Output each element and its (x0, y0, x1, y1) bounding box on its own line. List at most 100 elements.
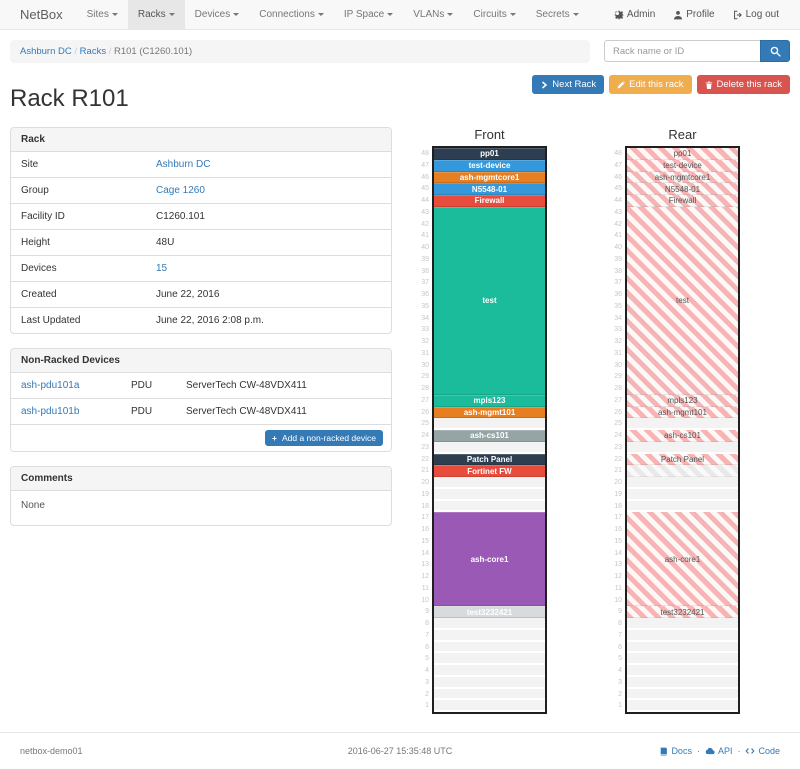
rack-unit-number: 15 (614, 537, 622, 545)
rack-device[interactable]: mpls123 (627, 394, 738, 407)
facility-id-value: C1260.101 (156, 211, 205, 222)
non-racked-device-row: ash-pdu101b PDU ServerTech CW-48VDX411 (11, 399, 391, 425)
rack-unit-number: 25 (614, 420, 622, 428)
rack-search-button[interactable] (760, 40, 790, 62)
rack-empty-slot (434, 618, 545, 630)
breadcrumb-site-link[interactable]: Ashburn DC (20, 46, 72, 57)
page-title: Rack R101 (10, 85, 129, 112)
api-link[interactable]: API (705, 746, 732, 756)
rack-unit-number: 32 (614, 338, 622, 345)
nav-item-secrets[interactable]: Secrets (526, 0, 589, 29)
rack-device[interactable]: ash-mgmt101 (434, 406, 545, 419)
nav-item-sites[interactable]: Sites (77, 0, 128, 29)
delete-rack-button[interactable]: Delete this rack (696, 75, 790, 94)
rack-empty-slot (627, 641, 738, 654)
rack-empty-slot (434, 418, 545, 430)
rack-unit-number: 25 (421, 420, 429, 428)
rack-unit-number: 27 (614, 396, 622, 404)
nav-item-admin[interactable]: Admin (605, 0, 664, 29)
breadcrumb-separator (72, 46, 80, 57)
device-link[interactable]: ash-pdu101b (21, 406, 80, 417)
rack-search-input[interactable] (604, 40, 760, 62)
devices-count-link[interactable]: 15 (156, 263, 168, 274)
rack-panel-title: Rack (11, 128, 391, 152)
rack-unit-number: 14 (421, 549, 429, 557)
rack-device[interactable]: ash-core1 (627, 512, 738, 607)
next-rack-button[interactable]: Next Rack (532, 75, 605, 94)
rack-unit-number: 23 (614, 443, 622, 451)
rack-unit-number: 46 (421, 173, 429, 181)
search-icon (770, 46, 781, 57)
rack-empty-slot (434, 676, 545, 689)
rack-device[interactable]: Firewall (627, 195, 738, 207)
nav-item-profile[interactable]: Profile (664, 0, 723, 29)
chevron-down-icon (572, 12, 579, 16)
rack-unit-number: 35 (614, 302, 622, 310)
nav-item-devices[interactable]: Devices (185, 0, 250, 29)
nav-item-ip-space[interactable]: IP Space (334, 0, 403, 29)
chevron-right-icon (540, 80, 548, 89)
add-non-racked-device-button[interactable]: Add a non-racked device (265, 430, 383, 446)
brand[interactable]: NetBox (20, 7, 63, 22)
rack-device[interactable]: test (434, 206, 545, 395)
rack-device[interactable]: Firewall (434, 195, 545, 207)
rack-device[interactable]: Fortinet FW (434, 465, 545, 477)
rack-unit-number: 17 (614, 514, 622, 522)
nav-item-racks[interactable]: Racks (127, 0, 185, 29)
rack-device[interactable]: test-device (627, 159, 738, 172)
rack-device[interactable]: ash-cs101 (627, 430, 738, 442)
group-link[interactable]: Cage 1260 (156, 185, 205, 196)
rack-unit-number: 2 (618, 690, 622, 698)
device-link[interactable]: ash-pdu101a (21, 380, 80, 391)
rack-unit-number: 10 (614, 596, 622, 604)
breadcrumb-racks-link[interactable]: Racks (79, 46, 107, 57)
rack-device[interactable]: ash-mgmtcore1 (434, 171, 545, 184)
breadcrumb: Ashburn DC Racks R101 (C1260.101) (10, 40, 590, 63)
attr-row-created: Created June 22, 2016 (11, 282, 391, 308)
non-racked-device-row: ash-pdu101a PDU ServerTech CW-48VDX411 (11, 373, 391, 399)
rack-unit-number: 4 (425, 667, 429, 674)
rack-device[interactable]: mpls123 (434, 394, 545, 407)
docs-link[interactable]: Docs (659, 746, 692, 756)
site-link[interactable]: Ashburn DC (156, 159, 211, 170)
rack-device[interactable]: Patch Panel (627, 453, 738, 466)
rack-unit-number: 19 (614, 490, 622, 498)
rack-device[interactable]: ash-cs101 (434, 430, 545, 442)
rack-unit-number: 46 (614, 173, 622, 181)
rack-device[interactable]: Patch Panel (434, 453, 545, 466)
nav-item-vlans[interactable]: VLANs (403, 0, 463, 29)
rack-device[interactable]: test3232421 (434, 606, 545, 618)
chevron-down-icon (168, 12, 175, 16)
footer: netbox-demo01 2016-06-27 15:35:48 UTC Do… (0, 732, 800, 769)
rack-actions: Next Rack Edit this rack Delete this rac… (532, 75, 790, 94)
rack-device[interactable]: test3232421 (627, 606, 738, 618)
rack-device[interactable]: N5548-01 (627, 183, 738, 195)
nav-item-connections[interactable]: Connections (249, 0, 334, 29)
rack-unit-number: 12 (421, 573, 429, 580)
main-content: Rack Site Ashburn DC Group Cage 1260 Fac… (10, 127, 790, 714)
rack-unit-number: 30 (421, 361, 429, 369)
rack-empty-slot (627, 488, 738, 501)
rack-unit-number: 1 (425, 702, 429, 710)
rack-unit-number: 39 (421, 255, 429, 263)
edit-rack-button[interactable]: Edit this rack (609, 75, 692, 94)
user-icon (673, 10, 683, 20)
chevron-down-icon (387, 12, 394, 16)
rack-device[interactable]: pp01 (434, 148, 545, 160)
rack-unit-number: 47 (614, 161, 622, 169)
footer-hostname: netbox-demo01 (20, 746, 83, 756)
rack-unit-number: 19 (421, 490, 429, 498)
rack-unit-number: 20 (614, 479, 622, 486)
rack-device[interactable]: ash-mgmtcore1 (627, 171, 738, 184)
nav-item-circuits[interactable]: Circuits (463, 0, 525, 29)
rack-device[interactable]: pp01 (627, 148, 738, 160)
rack-unit-number: 13 (614, 561, 622, 569)
code-link[interactable]: Code (745, 746, 780, 756)
rack-device[interactable]: N5548-01 (434, 183, 545, 195)
rack-device[interactable]: ash-core1 (434, 512, 545, 607)
nav-item-logout[interactable]: Log out (724, 0, 788, 29)
rack-unit-number: 41 (421, 232, 429, 240)
rack-device[interactable]: test-device (434, 159, 545, 172)
rack-device[interactable]: test (627, 206, 738, 395)
rack-device[interactable]: ash-mgmt101 (627, 406, 738, 419)
